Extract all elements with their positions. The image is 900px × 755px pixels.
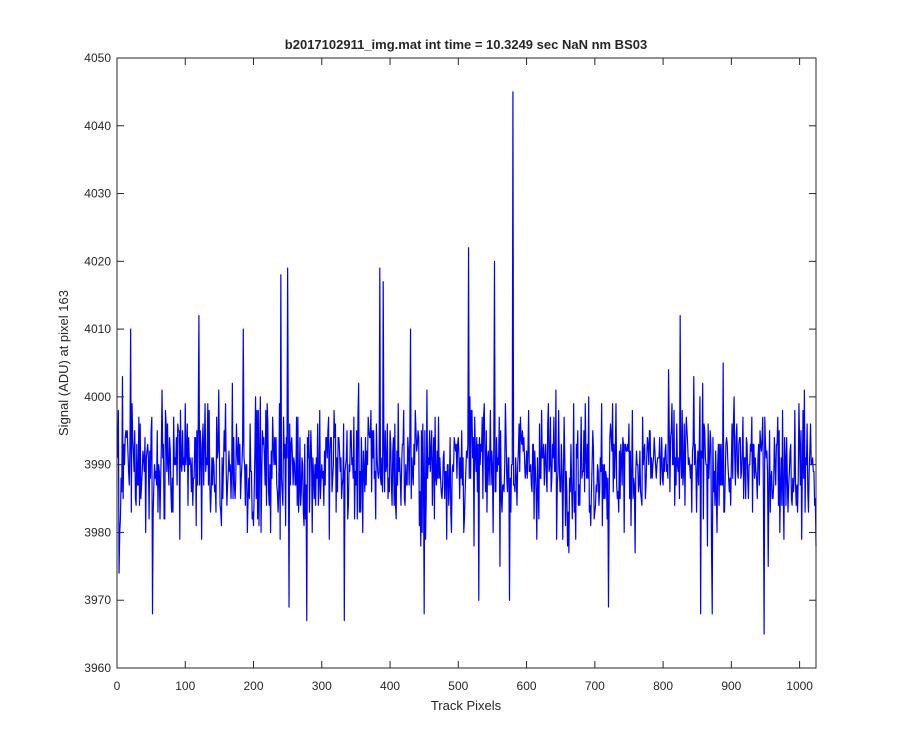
y-tick-label: 3990 <box>84 458 111 472</box>
y-axis-label: Signal (ADU) at pixel 163 <box>56 290 71 436</box>
y-tick-label: 3960 <box>84 661 111 675</box>
y-tick-label: 3970 <box>84 593 111 607</box>
x-tick-label: 700 <box>585 679 605 693</box>
y-tick-label: 4040 <box>84 119 111 133</box>
x-tick-label: 0 <box>114 679 121 693</box>
x-tick-label: 1000 <box>786 679 813 693</box>
x-tick-label: 400 <box>380 679 400 693</box>
tick-marks <box>116 57 816 669</box>
y-tick-label: 4000 <box>84 390 111 404</box>
x-tick-label: 100 <box>175 679 195 693</box>
x-tick-label: 500 <box>448 679 468 693</box>
x-tick-labels: 0 100 200 300 400 500 600 700 800 900 1000 <box>114 679 814 693</box>
y-tick-label: 4030 <box>84 187 111 201</box>
axes-box <box>116 57 817 669</box>
y-tick-label: 4050 <box>84 51 111 65</box>
plot-area <box>117 91 817 635</box>
chart-title: b2017102911_img.mat int time = 10.3249 s… <box>285 37 647 52</box>
y-tick-labels: 3960 3970 3980 3990 4000 4010 4020 4030 4040 4050 <box>84 51 111 675</box>
x-tick-label: 200 <box>244 679 264 693</box>
y-tick-label: 4010 <box>84 322 111 336</box>
x-tick-label: 900 <box>721 679 741 693</box>
signal-series-line <box>117 91 817 635</box>
y-tick-label: 3980 <box>84 525 111 539</box>
x-tick-label: 300 <box>312 679 332 693</box>
x-tick-label: 800 <box>653 679 673 693</box>
x-axis-label: Track Pixels <box>431 698 502 713</box>
x-tick-label: 600 <box>517 679 537 693</box>
y-tick-label: 4020 <box>84 254 111 268</box>
